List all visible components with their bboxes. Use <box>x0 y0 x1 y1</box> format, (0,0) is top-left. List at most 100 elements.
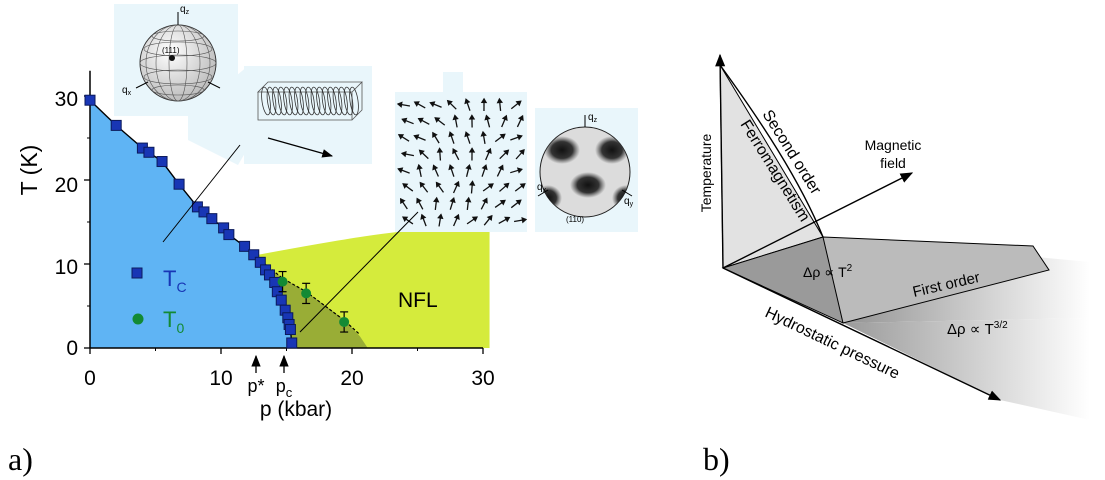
t0-point-2 <box>339 316 350 327</box>
qy-axis <box>621 189 633 197</box>
spin-arrowhead <box>446 99 453 106</box>
helix-pointer-line <box>162 144 241 243</box>
spin-arrowhead <box>499 133 506 140</box>
panel-a: 0 10 20 30 0 10 20 30 T (K) p (kbar) TC … <box>8 4 638 477</box>
inset2-direction: (110) <box>566 215 584 224</box>
y-tick-label-20: 20 <box>55 174 78 197</box>
t2-resistivity-label: Δρ ∝ T2 <box>803 263 853 280</box>
spin-arrowhead <box>486 214 493 222</box>
x-tick-label-20: 20 <box>340 367 363 390</box>
spin-arrowhead <box>515 100 522 107</box>
spin-arrowhead <box>482 197 488 204</box>
pressure-axis <box>722 267 1002 401</box>
t32-resistivity-label: Δρ ∝ T3/2 <box>947 320 1008 338</box>
spin-arrowhead <box>519 183 526 189</box>
tc-point-12 <box>248 249 260 261</box>
legend-t0-marker <box>132 313 144 325</box>
spin-arrowhead <box>468 147 476 153</box>
spin-arrowhead <box>503 149 510 156</box>
spin-arrowhead <box>487 183 494 189</box>
second-order-line <box>719 64 824 238</box>
spin-arrowhead <box>521 217 528 224</box>
spin-arrows <box>396 97 528 227</box>
tick-labels: 0 10 20 30 0 10 20 30 <box>55 88 495 390</box>
spin-arrowhead <box>434 117 441 123</box>
magnetic-field-axis <box>722 172 914 269</box>
spin-arrowhead <box>435 181 442 188</box>
inset-sphere-110: qz qx qy (110) <box>535 108 638 232</box>
tc-point-18 <box>275 294 287 306</box>
inset-background <box>395 92 527 232</box>
spin-arrowhead <box>516 167 523 174</box>
magnetic-field-label: Magnetic field <box>865 137 922 171</box>
panel-a-label: a) <box>8 441 33 477</box>
lower-sheet <box>843 318 1090 420</box>
spin-arrowhead <box>480 130 487 137</box>
y-axis-label: T (K) <box>16 145 42 196</box>
legend-tc-marker <box>131 267 143 279</box>
spin-arrowhead <box>432 164 439 171</box>
spin-arrowhead <box>480 97 488 104</box>
nfl-label: NFL <box>398 289 438 312</box>
tc-point-11 <box>239 240 251 252</box>
spin-arrowhead <box>471 216 478 223</box>
spin-arrowhead <box>481 164 488 171</box>
qy-axis <box>207 81 221 89</box>
temperature-axis <box>715 53 726 269</box>
panel-b-label: b) <box>703 441 730 477</box>
inset-tab <box>443 72 463 92</box>
spin-arrowhead <box>448 131 455 138</box>
spin-arrowhead <box>485 147 492 154</box>
spin-arrowhead <box>416 163 423 170</box>
helix-box <box>257 81 363 121</box>
spin-arrowhead <box>416 197 422 204</box>
spin-arrowhead <box>397 134 405 140</box>
ordered-phase-region <box>90 100 292 348</box>
spin-arrowhead <box>418 149 425 156</box>
tc-point-10 <box>223 229 235 241</box>
inset-helix <box>188 66 372 165</box>
spin-pointer-line <box>299 211 419 333</box>
spin-arrowhead <box>516 134 523 141</box>
spin-arrowhead <box>464 98 471 105</box>
spin-arrowhead <box>413 101 420 107</box>
tc-point-5 <box>173 178 185 190</box>
spin-arrowhead <box>515 199 522 206</box>
y-tick-label-10: 10 <box>55 256 78 279</box>
spin-arrowhead <box>402 216 409 223</box>
spin-arrowhead <box>501 114 508 121</box>
tc-point-8 <box>206 213 218 225</box>
inset1-qx: qx <box>122 85 132 97</box>
qx-axis <box>135 81 149 89</box>
inset-spin-texture <box>395 72 528 232</box>
spin-arrowhead <box>402 183 409 189</box>
spin-arrowhead <box>518 149 525 156</box>
spin-arrowhead <box>436 147 444 153</box>
inset-connector <box>188 66 248 165</box>
tc-point-4 <box>156 156 168 168</box>
spin-arrowhead <box>401 117 408 124</box>
inset1-qz: qz <box>180 4 190 16</box>
spin-arrowhead <box>453 180 460 188</box>
spin-arrowhead <box>432 131 438 139</box>
inset2-qx: qx <box>537 182 547 194</box>
inset2-qy: qy <box>624 196 634 208</box>
spin-arrowhead <box>413 134 420 141</box>
t0-point-0 <box>277 276 288 287</box>
spin-arrowhead <box>517 114 524 122</box>
spin-arrowhead <box>420 213 427 220</box>
spin-arrowhead <box>499 199 506 206</box>
spin-arrowhead <box>417 117 424 124</box>
y-tick-label-0: 0 <box>66 337 78 360</box>
sphere <box>139 24 217 102</box>
temperature-label: Temperature <box>698 133 714 212</box>
x-tick-label-30: 30 <box>471 367 494 390</box>
tc-point-1 <box>110 119 122 131</box>
tc-point-7 <box>198 206 210 218</box>
axis-ticks <box>84 95 484 354</box>
x-tick-label-10: 10 <box>209 367 232 390</box>
spin-arrowhead <box>396 101 403 108</box>
spin-arrowhead <box>397 167 404 174</box>
spin-arrowhead <box>452 114 459 121</box>
